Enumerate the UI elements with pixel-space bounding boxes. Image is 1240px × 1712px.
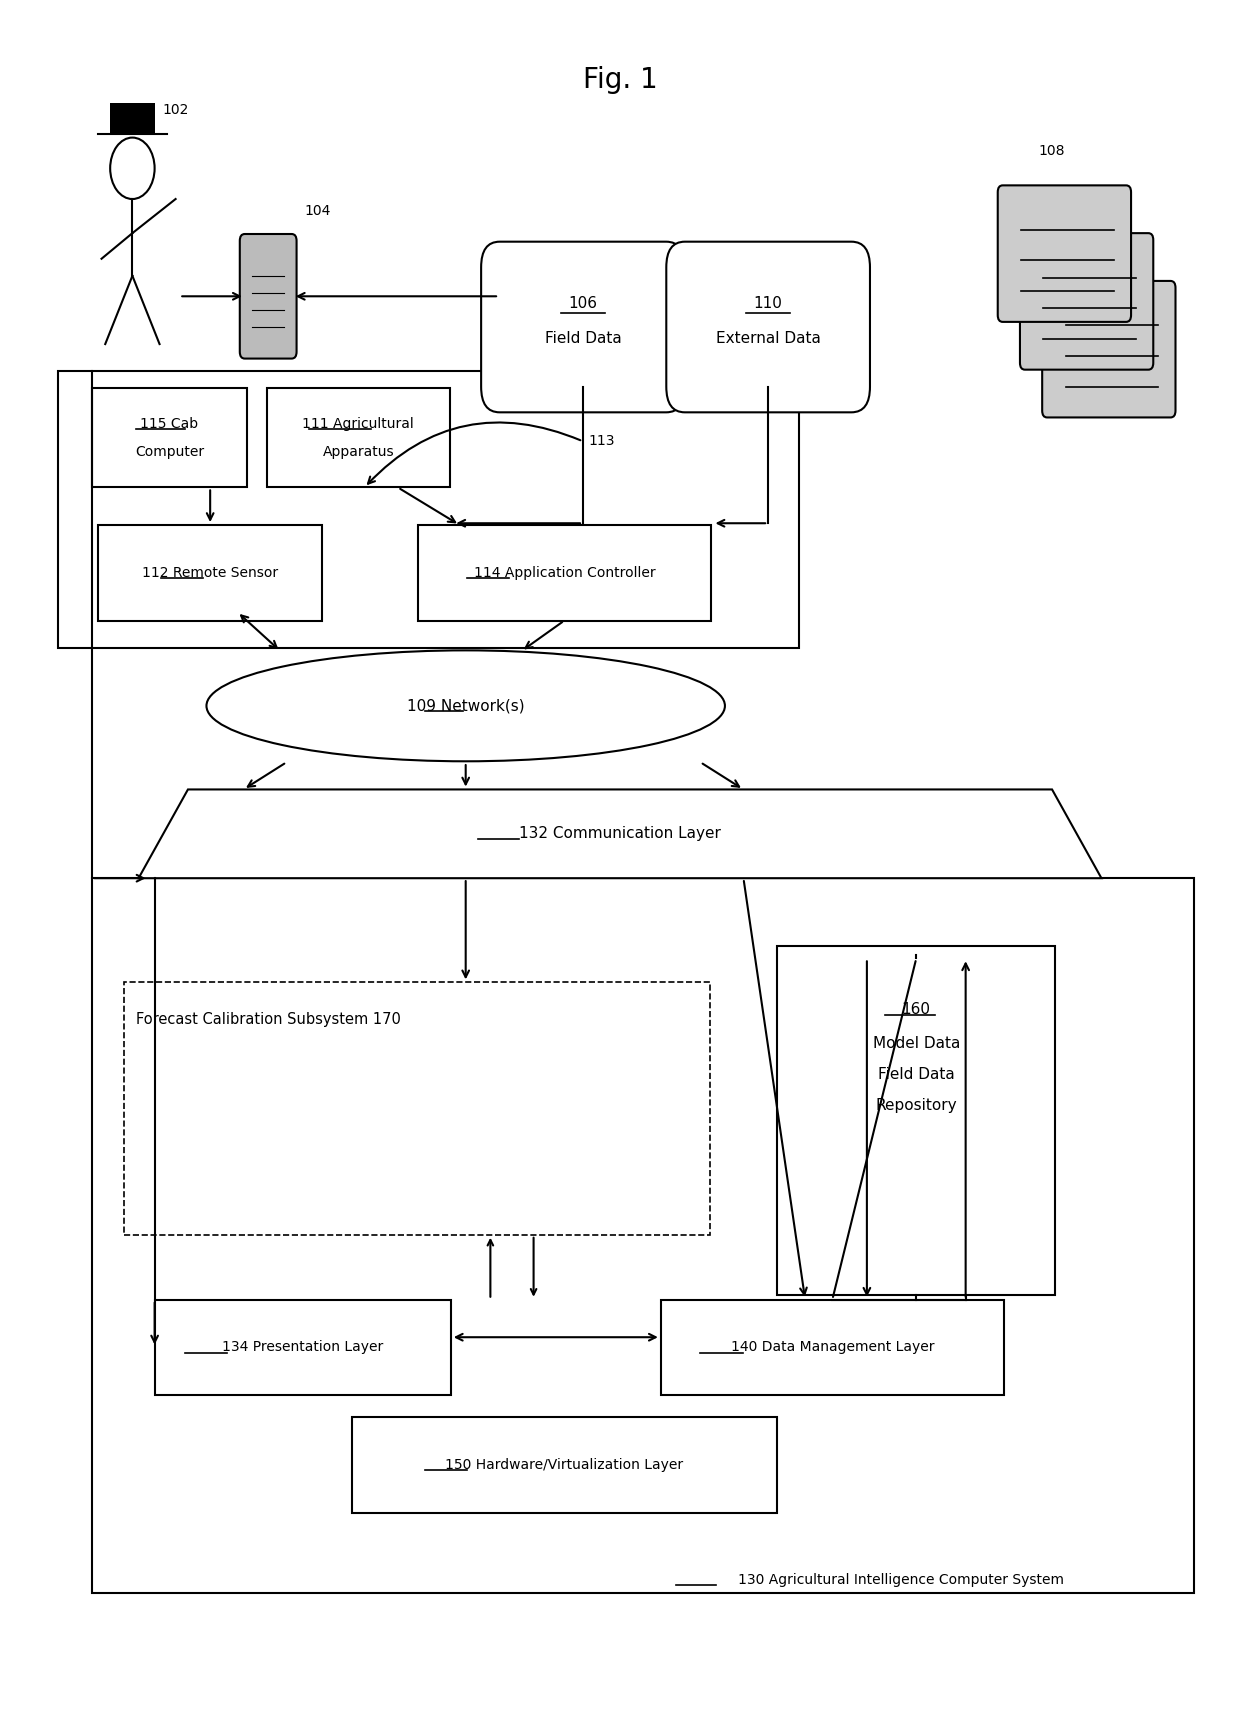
FancyBboxPatch shape xyxy=(998,185,1131,322)
Text: Model Data: Model Data xyxy=(873,1036,960,1051)
Text: 150 Hardware/Virtualization Layer: 150 Hardware/Virtualization Layer xyxy=(445,1459,683,1472)
Bar xyxy=(110,103,155,134)
Text: 160: 160 xyxy=(901,1002,931,1017)
Text: 115 Cab: 115 Cab xyxy=(140,418,198,431)
FancyBboxPatch shape xyxy=(1042,281,1176,418)
Text: 111 Agricultural: 111 Agricultural xyxy=(303,418,414,431)
Text: Repository: Repository xyxy=(875,1097,957,1113)
Text: 114 Application Controller: 114 Application Controller xyxy=(474,565,655,580)
FancyBboxPatch shape xyxy=(481,241,684,413)
Text: Field Data: Field Data xyxy=(544,332,621,346)
Bar xyxy=(124,983,711,1234)
Text: 106: 106 xyxy=(568,296,598,310)
Text: 113: 113 xyxy=(588,435,615,449)
Bar xyxy=(267,389,450,488)
Bar xyxy=(155,1299,451,1395)
FancyBboxPatch shape xyxy=(239,235,296,358)
FancyBboxPatch shape xyxy=(1021,233,1153,370)
Bar xyxy=(777,945,1055,1296)
Text: 108: 108 xyxy=(1039,144,1065,158)
Bar xyxy=(98,526,322,620)
Bar xyxy=(661,1299,1004,1395)
Bar xyxy=(58,372,799,647)
Text: Fig. 1: Fig. 1 xyxy=(583,65,657,94)
Polygon shape xyxy=(139,789,1101,878)
Text: 104: 104 xyxy=(304,204,331,217)
FancyBboxPatch shape xyxy=(666,241,870,413)
Text: Apparatus: Apparatus xyxy=(322,445,394,459)
Text: 112 Remote Sensor: 112 Remote Sensor xyxy=(143,565,278,580)
Text: 102: 102 xyxy=(162,103,188,118)
Text: Forecast Calibration Subsystem 170: Forecast Calibration Subsystem 170 xyxy=(136,1012,401,1027)
Text: 110: 110 xyxy=(754,296,782,310)
Text: External Data: External Data xyxy=(715,332,821,346)
Text: Field Data: Field Data xyxy=(878,1067,955,1082)
Text: 109 Network(s): 109 Network(s) xyxy=(407,698,525,714)
Ellipse shape xyxy=(207,651,725,762)
Bar xyxy=(92,878,1194,1594)
Bar xyxy=(351,1418,777,1513)
Text: 134 Presentation Layer: 134 Presentation Layer xyxy=(222,1340,383,1354)
Text: 132 Communication Layer: 132 Communication Layer xyxy=(520,827,720,841)
Bar xyxy=(92,389,247,488)
Text: 140 Data Management Layer: 140 Data Management Layer xyxy=(730,1340,934,1354)
Bar xyxy=(418,526,712,620)
Text: 130 Agricultural Intelligence Computer System: 130 Agricultural Intelligence Computer S… xyxy=(738,1573,1064,1587)
Text: Computer: Computer xyxy=(135,445,205,459)
